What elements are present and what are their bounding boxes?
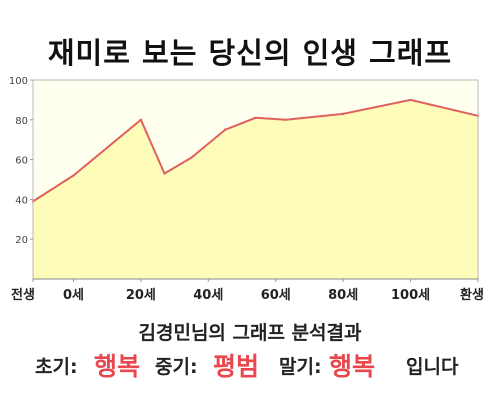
data-point [163, 172, 166, 175]
middle-label: 중기: [155, 356, 198, 378]
data-point [254, 116, 257, 120]
y-tick-label: 60 [15, 156, 28, 167]
area-fill [33, 99, 478, 280]
x-tick-label: 20세 [126, 288, 156, 303]
data-point [409, 98, 412, 102]
analysis-result: 초기: 행복 중기: 평범 말기: 행복 입니다 [0, 345, 500, 385]
x-tick-label: 전생 [11, 287, 35, 303]
early-label: 초기: [35, 356, 78, 378]
early-value: 행복 [94, 352, 141, 381]
y-tick-label: 100 [9, 76, 28, 87]
x-tick-label: 80세 [328, 288, 358, 303]
data-point [223, 128, 227, 131]
data-point [139, 118, 143, 121]
x-tick-label: 환생 [460, 287, 484, 303]
x-tick-label: 0세 [63, 288, 84, 303]
y-tick-label: 80 [15, 116, 28, 127]
life-graph-svg: 20 40 60 80 100 전생 0세 20세 40세 60세 80세 100세 환생 [9, 76, 484, 303]
y-tick-label: 40 [15, 195, 28, 206]
late-label: 말기: [279, 356, 322, 378]
data-point [341, 112, 345, 116]
data-point [284, 118, 288, 121]
data-point [72, 174, 75, 177]
y-tick-label: 20 [15, 235, 28, 246]
late-value: 행복 [329, 352, 376, 381]
x-tick-label: 40세 [193, 288, 223, 303]
middle-value: 평범 [213, 352, 260, 381]
life-graph-chart: 20 40 60 80 100 전생 0세 20세 40세 60세 80세 100세 환생 [0, 70, 500, 306]
x-tick-label: 100세 [391, 288, 430, 303]
x-tick-label: 60세 [261, 288, 291, 303]
result-ending: 입니다 [406, 356, 459, 378]
analysis-title: 김경민님의 그래프 분석결과 [138, 322, 362, 344]
data-point [190, 156, 193, 159]
page-title: 재미로 보는 당신의 인생 그래프 [47, 36, 453, 70]
